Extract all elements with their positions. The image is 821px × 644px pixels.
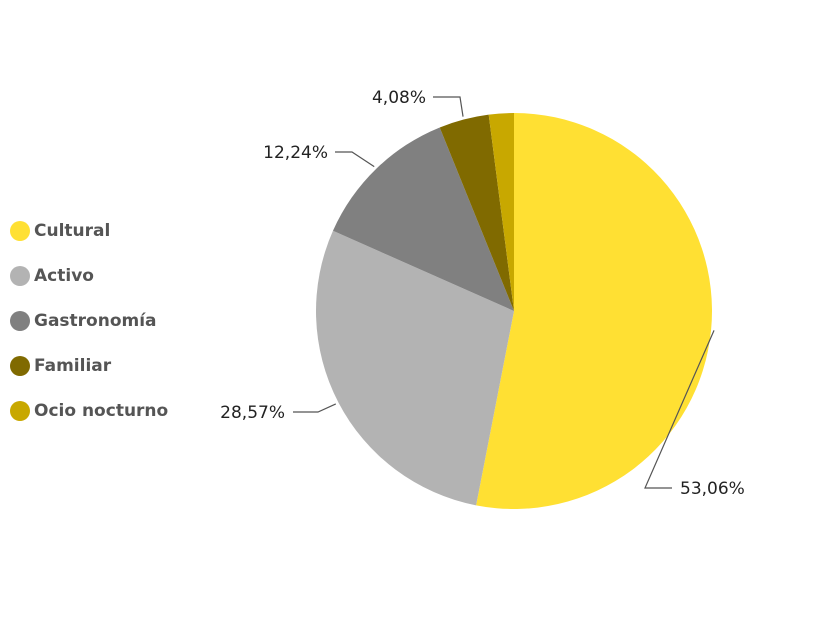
pie-slice-familiar[interactable] — [439, 114, 514, 311]
data-label-activo: 28,57% — [220, 403, 285, 423]
legend: Cultural Activo Gastronomía Familiar Oci… — [10, 208, 168, 433]
data-label-cultural: 53,06% — [680, 479, 745, 499]
legend-label-familiar: Familiar — [34, 355, 112, 376]
legend-swatch-cultural — [10, 220, 30, 241]
pie-slice-ocio-nocturno[interactable] — [488, 113, 514, 311]
leader-line-gastronomia — [335, 151, 375, 168]
legend-label-activo: Activo — [34, 265, 94, 286]
legend-label-ocio-nocturno: Ocio nocturno — [34, 400, 169, 421]
pie-slices — [316, 113, 713, 510]
pie-slice-gastronomia[interactable] — [332, 127, 514, 311]
leader-line-cultural — [644, 330, 715, 489]
leader-line-familiar — [433, 96, 464, 117]
legend-swatch-gastronomia — [10, 310, 30, 331]
pie-data-labels: 53,06% 28,57% 12,24% 4,08% — [220, 88, 745, 499]
data-label-familiar: 4,08% — [372, 88, 426, 108]
legend-swatch-ocio-nocturno — [10, 400, 30, 421]
leader-line-activo — [293, 403, 337, 413]
legend-item-cultural[interactable]: Cultural — [10, 208, 168, 253]
pie-slice-activo[interactable] — [316, 230, 514, 506]
legend-label-gastronomia: Gastronomía — [34, 310, 157, 331]
legend-item-ocio-nocturno[interactable]: Ocio nocturno — [10, 388, 168, 433]
legend-swatch-familiar — [10, 355, 30, 376]
legend-item-activo[interactable]: Activo — [10, 253, 168, 298]
legend-swatch-activo — [10, 265, 30, 286]
legend-item-familiar[interactable]: Familiar — [10, 343, 168, 388]
legend-label-cultural: Cultural — [34, 220, 111, 241]
data-label-gastronomia: 12,24% — [263, 143, 328, 163]
legend-item-gastronomia[interactable]: Gastronomía — [10, 298, 168, 343]
pie-slice-cultural[interactable] — [476, 113, 713, 510]
